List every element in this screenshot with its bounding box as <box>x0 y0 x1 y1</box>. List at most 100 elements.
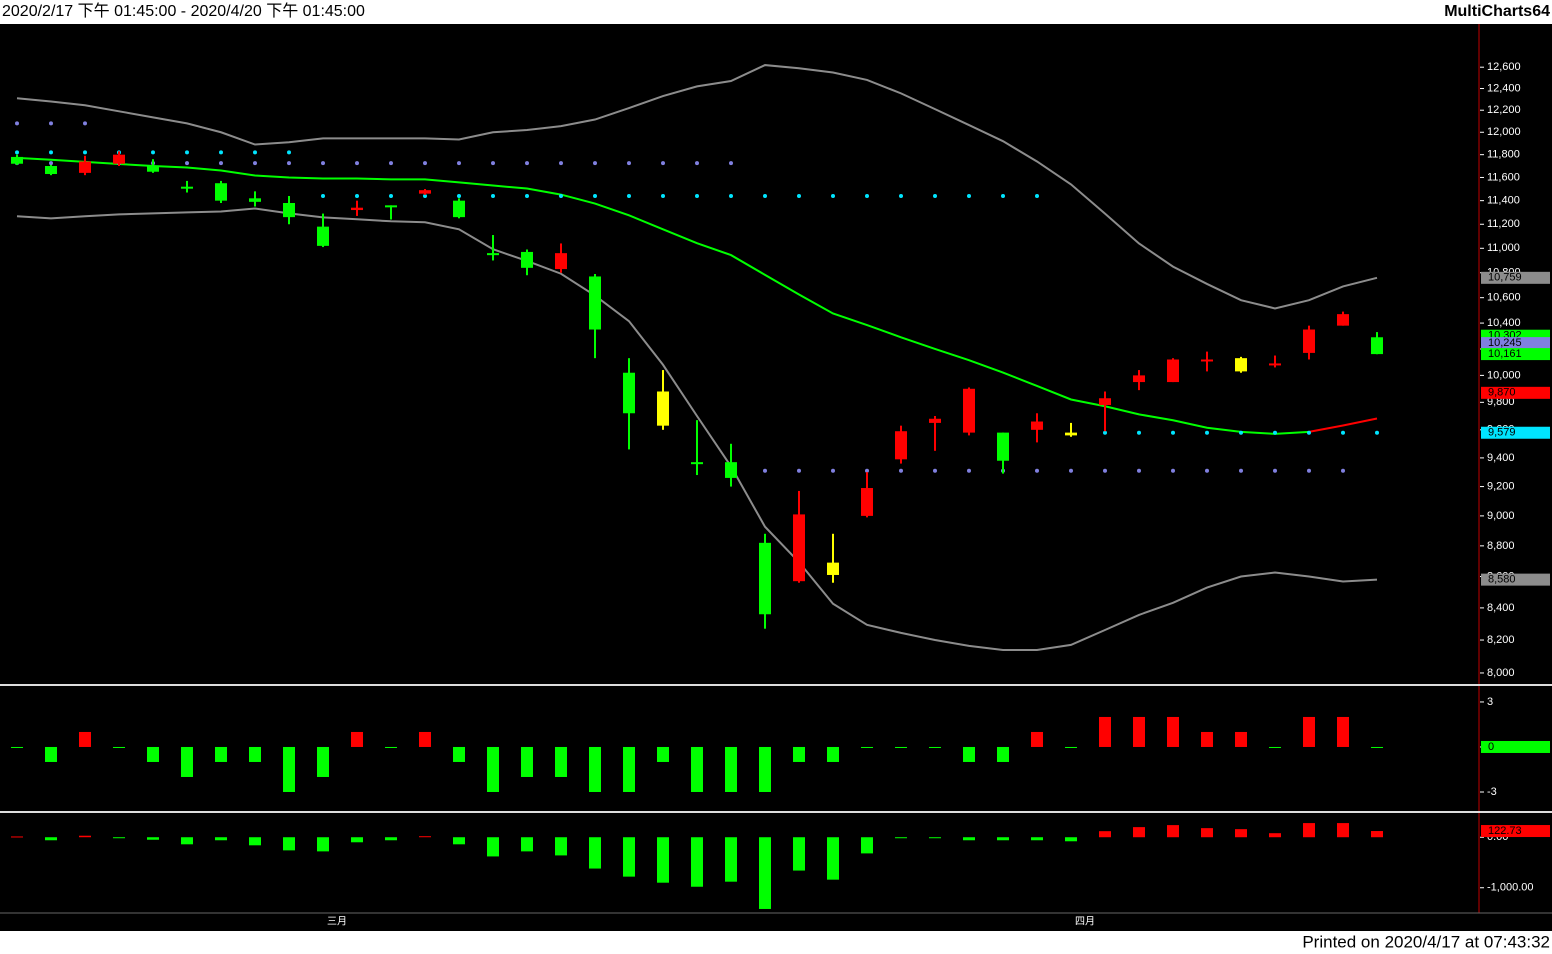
candle-body <box>419 190 431 194</box>
price-marker <box>1481 348 1550 361</box>
candle-body <box>453 200 465 218</box>
histogram-bar <box>691 746 703 792</box>
histogram-bar <box>283 837 295 851</box>
price-marker-label: 9,579 <box>1488 427 1516 439</box>
level-dot <box>661 193 665 198</box>
histogram-bar <box>1065 746 1077 748</box>
histogram-bar <box>1269 833 1281 838</box>
x-tick-label: 四月 <box>1075 916 1095 928</box>
histogram-bar <box>929 837 941 839</box>
histogram-bar <box>1201 828 1213 838</box>
level-dot <box>695 193 699 198</box>
level-dot <box>219 150 223 155</box>
y-tick-label: 10,600 <box>1487 292 1521 304</box>
level-dot <box>491 193 495 198</box>
histogram-bar <box>521 837 533 852</box>
level-dot <box>1069 468 1073 473</box>
candle-body <box>1201 359 1213 362</box>
histogram-bar <box>1167 716 1179 747</box>
y-tick-label: 11,600 <box>1487 171 1520 183</box>
histogram-bar <box>11 746 23 748</box>
candle-body <box>1371 337 1383 355</box>
level-dot <box>1375 430 1379 435</box>
level-dot <box>1273 468 1277 473</box>
histogram-bar <box>861 746 873 748</box>
histogram-bar <box>215 746 227 762</box>
histogram-bar <box>385 746 397 748</box>
candle-body <box>521 251 533 268</box>
candle-body <box>997 432 1009 461</box>
level-dot <box>457 193 461 198</box>
level-dot <box>253 150 257 155</box>
histogram-bar <box>963 746 975 762</box>
histogram-bar <box>487 746 499 792</box>
candle-body <box>1235 358 1247 372</box>
histogram-bar <box>385 837 397 841</box>
level-dot <box>83 121 87 126</box>
candle-body <box>1031 421 1043 430</box>
histogram-bar <box>623 746 635 792</box>
level-dot <box>185 150 189 155</box>
y-tick-label: -1,000.00 <box>1487 882 1533 894</box>
y-tick-label: 8,400 <box>1487 602 1515 614</box>
candle-body <box>487 253 499 256</box>
level-dot <box>661 161 665 166</box>
histogram-bar <box>1337 823 1349 838</box>
y-tick-label: 12,400 <box>1487 82 1521 94</box>
level-dot <box>1205 468 1209 473</box>
candle-body <box>317 226 329 246</box>
y-tick-label: 11,000 <box>1487 242 1520 254</box>
y-tick-label: 12,000 <box>1487 126 1521 138</box>
y-tick-label: 8,800 <box>1487 540 1515 552</box>
candle-body <box>11 156 23 164</box>
histogram-bar <box>1099 831 1111 838</box>
histogram-bar <box>827 746 839 762</box>
level-dot <box>865 468 869 473</box>
histogram-bar <box>895 837 907 839</box>
price-marker-label: 8,580 <box>1488 574 1516 586</box>
candle-body <box>589 276 601 330</box>
price-marker-label: 10,759 <box>1488 272 1522 284</box>
y-tick-label: 9,400 <box>1487 452 1515 464</box>
histogram-bar <box>283 746 295 792</box>
histogram-bar <box>929 746 941 748</box>
level-dot <box>967 468 971 473</box>
y-tick-label: 8,000 <box>1487 667 1515 679</box>
candle-body <box>963 388 975 433</box>
histogram-bar <box>113 746 125 748</box>
level-dot <box>865 193 869 198</box>
price-marker-label: 10,245 <box>1488 337 1522 349</box>
price-marker <box>1481 271 1550 284</box>
histogram-bar <box>147 837 159 840</box>
level-dot <box>899 468 903 473</box>
level-dot <box>1205 430 1209 435</box>
level-dot <box>423 193 427 198</box>
level-dot <box>593 161 597 166</box>
histogram-bar <box>181 746 193 777</box>
histogram-bar <box>657 837 669 883</box>
candle-body <box>1133 375 1145 383</box>
candle-body <box>725 462 737 478</box>
histogram-bar <box>317 837 329 852</box>
app-name: MultiCharts64 <box>1444 3 1550 20</box>
histogram-bar <box>1201 731 1213 747</box>
candle-body <box>555 253 567 270</box>
histogram-bar <box>997 837 1009 841</box>
level-dot <box>1137 468 1141 473</box>
level-dot <box>389 161 393 166</box>
price-marker <box>1481 386 1550 399</box>
y-tick-label: 12,200 <box>1487 104 1521 116</box>
candle-body <box>827 562 839 575</box>
histogram-bar <box>317 746 329 777</box>
y-tick-label: 11,800 <box>1487 149 1520 161</box>
histogram-bar <box>45 746 57 762</box>
level-dot <box>559 193 563 198</box>
level-dot <box>1137 430 1141 435</box>
level-dot <box>321 161 325 166</box>
level-dot <box>763 468 767 473</box>
histogram-bar <box>1337 716 1349 747</box>
candle-body <box>113 154 125 164</box>
level-dot <box>253 161 257 166</box>
level-dot <box>1307 468 1311 473</box>
